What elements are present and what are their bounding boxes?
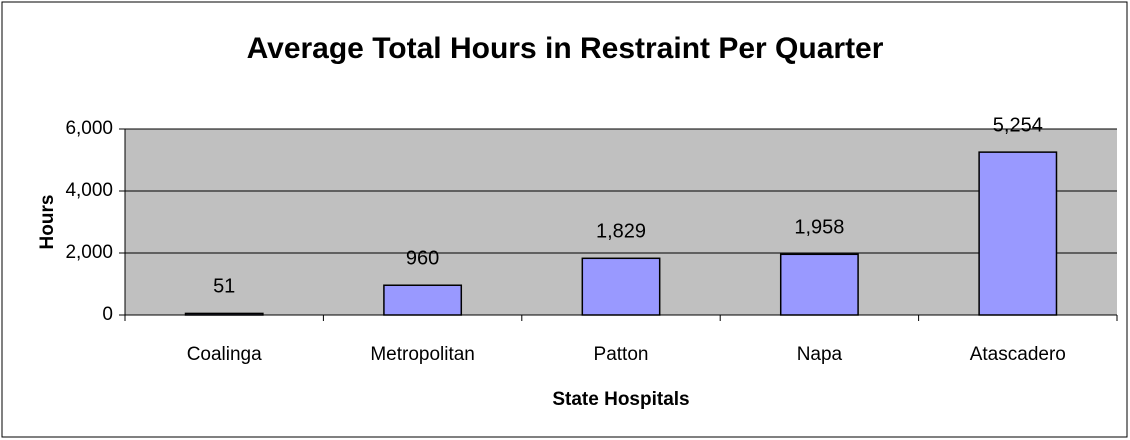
chart-title: Average Total Hours in Restraint Per Qua… <box>247 32 884 65</box>
bar <box>978 151 1058 316</box>
bar <box>383 284 463 316</box>
y-tick-label: 0 <box>102 304 113 325</box>
x-axis-title: State Hospitals <box>552 389 689 410</box>
value-label: 960 <box>406 248 439 270</box>
x-tick-label: Patton <box>594 344 649 365</box>
value-label: 1,958 <box>794 217 844 239</box>
bar <box>581 257 661 316</box>
value-label: 1,829 <box>596 221 646 243</box>
bar <box>779 253 859 316</box>
x-tick-label: Atascadero <box>970 344 1066 365</box>
value-label: 5,254 <box>993 114 1043 136</box>
y-axis-title: Hours <box>37 195 58 250</box>
y-tick-label: 2,000 <box>65 242 113 263</box>
y-tick-label: 4,000 <box>65 180 113 201</box>
y-tick-label: 6,000 <box>65 118 113 139</box>
x-tick-label: Metropolitan <box>370 344 475 365</box>
value-label: 51 <box>213 276 235 298</box>
x-tick-label: Napa <box>797 344 843 365</box>
x-tick-label: Coalinga <box>187 344 262 365</box>
